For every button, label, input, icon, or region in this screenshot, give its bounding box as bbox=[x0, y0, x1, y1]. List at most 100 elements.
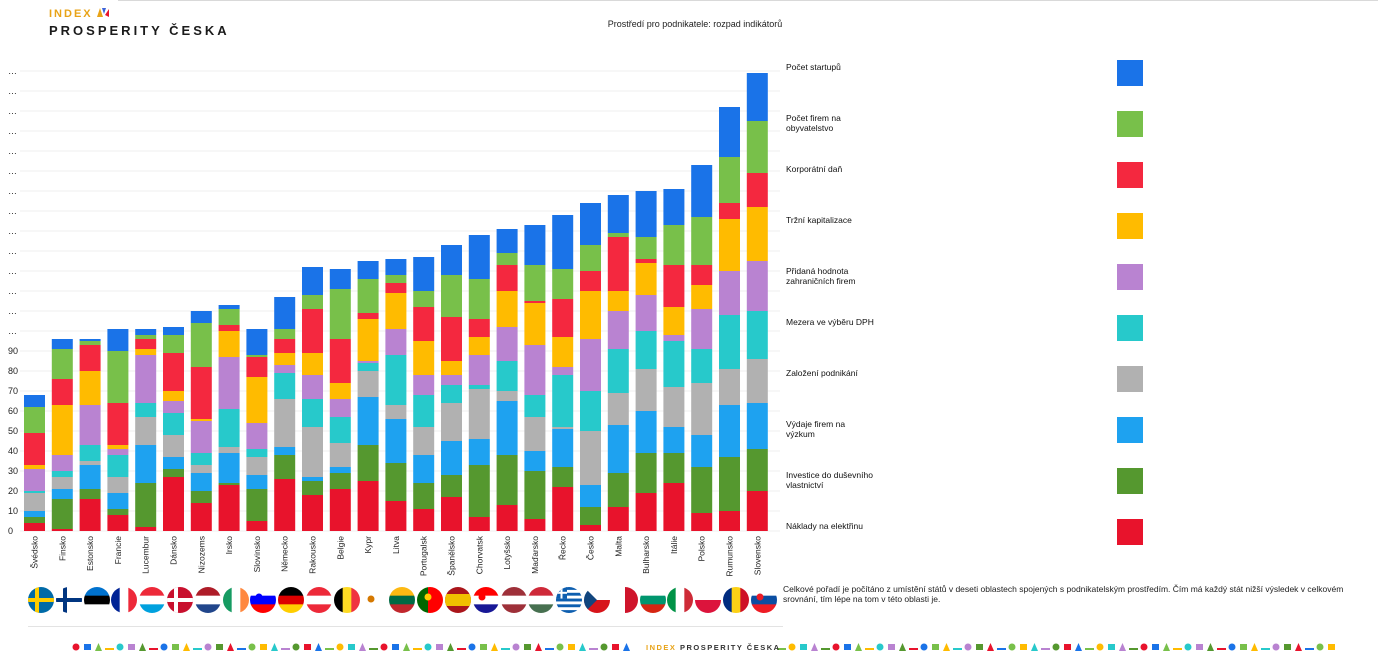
bar-segment bbox=[385, 329, 407, 355]
bar-segment bbox=[524, 451, 546, 471]
bar-segment bbox=[719, 271, 740, 315]
footer-road-icon bbox=[865, 648, 874, 650]
bar-segment bbox=[524, 303, 546, 345]
footer-road-icon bbox=[777, 648, 786, 650]
x-tick-label: Rakousko bbox=[308, 536, 318, 574]
bar-segment bbox=[190, 465, 212, 473]
bar-segment bbox=[107, 445, 129, 449]
bar-segment bbox=[663, 225, 685, 265]
bar-segment bbox=[552, 337, 574, 367]
x-tick-label: Lucembur bbox=[141, 536, 151, 574]
flag-it-icon bbox=[667, 587, 694, 613]
bar-segment bbox=[580, 245, 601, 271]
footer-tree-icon bbox=[183, 643, 190, 651]
footer-house-icon bbox=[480, 644, 487, 650]
bar-segment bbox=[580, 485, 601, 507]
bar-segment bbox=[607, 425, 629, 473]
chart-title: Prostředí pro podnikatele: rozpad indiká… bbox=[607, 19, 783, 29]
bar-segment bbox=[719, 405, 740, 457]
bar-segment bbox=[385, 463, 407, 501]
footer-tree-icon bbox=[943, 643, 950, 651]
y-tick-label: … bbox=[8, 126, 17, 136]
bar-segment bbox=[329, 489, 351, 531]
bar-segment bbox=[218, 483, 240, 485]
bar-segment bbox=[302, 295, 323, 309]
bar-segment bbox=[163, 327, 184, 335]
bar-segment bbox=[163, 435, 184, 457]
bar-segment bbox=[663, 483, 685, 531]
bar-segment bbox=[468, 517, 490, 531]
bar-segment bbox=[302, 375, 323, 399]
bar-segment bbox=[580, 203, 601, 245]
footer-road-icon bbox=[369, 648, 378, 650]
x-tick-label: Kypr bbox=[363, 536, 373, 554]
footer-tree-icon bbox=[623, 643, 630, 651]
legend-swatch bbox=[1117, 468, 1143, 494]
footer-dot-icon bbox=[1184, 643, 1192, 651]
footer-tree-icon bbox=[1163, 643, 1170, 651]
bar-segment bbox=[635, 453, 657, 493]
footer-tree-icon bbox=[579, 643, 586, 651]
footer-house-icon bbox=[1196, 644, 1203, 650]
bar-segment bbox=[580, 431, 601, 485]
bar-segment bbox=[79, 371, 101, 405]
y-tick-label: 60 bbox=[8, 406, 18, 416]
bar-segment bbox=[663, 335, 685, 341]
country-flags-row bbox=[28, 587, 788, 615]
bar-segment bbox=[246, 423, 268, 449]
footer-road-icon bbox=[909, 648, 918, 650]
bar-segment bbox=[24, 469, 45, 491]
bar-segment bbox=[79, 445, 101, 461]
footer-dot-icon bbox=[788, 643, 796, 651]
bar-segment bbox=[107, 403, 129, 445]
bar-segment bbox=[190, 419, 212, 421]
flag-cz-icon bbox=[584, 587, 610, 613]
flag-gr-icon bbox=[556, 587, 583, 613]
bar-segment bbox=[635, 493, 657, 531]
bar-segment bbox=[691, 467, 713, 513]
footer-road-icon bbox=[1129, 648, 1138, 650]
bar-segment bbox=[580, 391, 601, 431]
bar-segment bbox=[524, 417, 546, 451]
bar-segment bbox=[496, 265, 518, 291]
bar-segment bbox=[413, 509, 435, 531]
flag-be-icon bbox=[333, 587, 360, 613]
footer-house-icon bbox=[348, 644, 355, 650]
bar-segment bbox=[468, 465, 490, 517]
legend-label: Korporátní daň bbox=[786, 164, 843, 174]
bar-segment bbox=[524, 265, 546, 301]
footer-dot-icon bbox=[600, 643, 608, 651]
bar-segment bbox=[580, 525, 601, 531]
bar-segment bbox=[468, 389, 490, 439]
footer-dot-icon bbox=[1316, 643, 1324, 651]
y-tick-label: … bbox=[8, 226, 17, 236]
bar-segment bbox=[163, 413, 184, 435]
bar-segment bbox=[51, 489, 73, 499]
footer-house-icon bbox=[216, 644, 223, 650]
bar-segment bbox=[746, 121, 768, 173]
bar-segment bbox=[274, 365, 296, 373]
bar-segment bbox=[468, 235, 490, 279]
footer-tree-icon bbox=[1119, 643, 1126, 651]
bar-segment bbox=[329, 289, 351, 339]
bar-segment bbox=[441, 403, 462, 441]
footer-dot-icon bbox=[248, 643, 256, 651]
x-tick-label: Polsko bbox=[697, 536, 707, 562]
footer-tree-icon bbox=[491, 643, 498, 651]
bar-segment bbox=[552, 269, 574, 299]
bar-segment bbox=[329, 383, 351, 399]
flag-at-icon bbox=[306, 587, 332, 613]
brand-line1: INDEX bbox=[49, 8, 93, 20]
bar-segment bbox=[190, 491, 212, 503]
bar-segment bbox=[357, 313, 379, 319]
flag-sk-icon bbox=[750, 587, 777, 613]
footer-house-icon bbox=[568, 644, 575, 650]
bar-segment bbox=[385, 259, 407, 275]
bar-segment bbox=[274, 399, 296, 447]
flag-ee-icon bbox=[83, 587, 110, 613]
legend-swatch bbox=[1117, 162, 1143, 188]
x-tick-label: Chorvatsk bbox=[474, 535, 484, 574]
footer-road-icon bbox=[589, 648, 598, 650]
bar-segment bbox=[79, 499, 101, 531]
footer-tree-icon bbox=[855, 643, 862, 651]
